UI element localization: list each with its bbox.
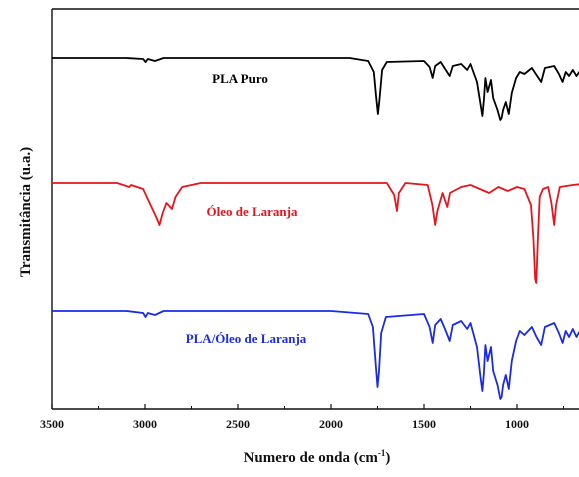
x-tick-label: 1500: [412, 417, 436, 431]
series-layer: [52, 57, 579, 400]
x-tick-label: 1000: [505, 417, 529, 431]
series-line-0: [52, 57, 579, 121]
series-line-1: [52, 182, 579, 284]
x-axis-ticks: 3500 3000 2500 2000 1500 1000: [40, 404, 564, 431]
x-tick-label: 2500: [226, 417, 250, 431]
series-label-2: PLA/Óleo de Laranja: [186, 331, 307, 346]
x-axis-title: Numero de onda (cm-1): [244, 448, 391, 466]
series-label-0: PLA Puro: [212, 71, 268, 86]
y-axis-title: Transmitância (u.a.): [18, 147, 34, 277]
series-label-1: Óleo de Laranja: [207, 204, 298, 219]
series-labels: PLA Puro Óleo de Laranja PLA/Óleo de Laran…: [186, 71, 307, 346]
series-line-2: [52, 310, 579, 400]
x-tick-label: 2000: [319, 417, 343, 431]
x-tick-label: 3000: [133, 417, 157, 431]
x-tick-label: 3500: [40, 417, 64, 431]
